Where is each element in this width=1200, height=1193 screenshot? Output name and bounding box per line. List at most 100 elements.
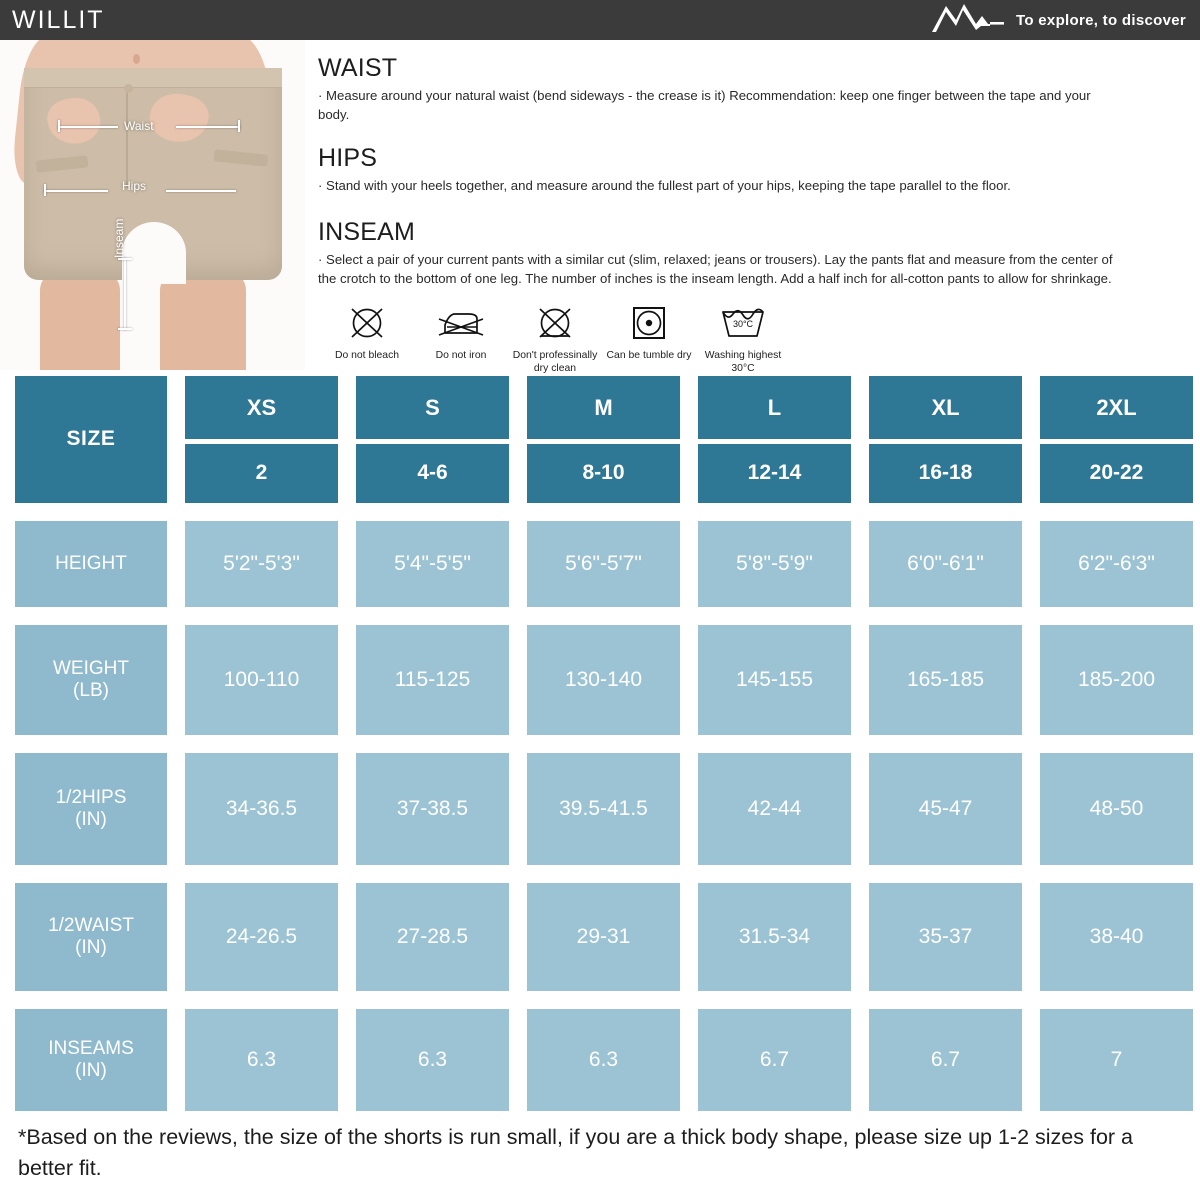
shorts-button xyxy=(124,84,133,93)
table-header-row: SIZE XS 2 S 4-6 M 8-10 L 12-14 XL 16-18 xyxy=(15,376,1193,503)
cell-inseams-xs: 6.3 xyxy=(185,1009,338,1111)
table-row-inseams: INSEAMS (IN) 6.3 6.3 6.3 6.7 6.7 7 xyxy=(15,1009,1193,1111)
do-not-dry-clean-icon xyxy=(532,300,578,346)
row-label-half-hips-line2: (IN) xyxy=(75,809,107,830)
table-header-col-s: S 4-6 xyxy=(356,376,509,503)
size-number-xl: 16-18 xyxy=(869,444,1022,503)
row-label-half-waist-line2: (IN) xyxy=(75,937,107,958)
guide-heading-inseam: INSEAM xyxy=(318,218,416,247)
table-header-col-xs: XS 2 xyxy=(185,376,338,503)
care-symbol-wash-30c: 30°C Washing highest 30°C xyxy=(696,300,790,375)
cell-height-l: 5'8"-5'9" xyxy=(698,521,851,607)
size-number-2xl: 20-22 xyxy=(1040,444,1193,503)
cell-inseams-2xl: 7 xyxy=(1040,1009,1193,1111)
cell-height-xs: 5'2"-5'3" xyxy=(185,521,338,607)
cell-half-waist-xl: 35-37 xyxy=(869,883,1022,991)
size-letter-l: L xyxy=(698,376,851,439)
size-letter-xl: XL xyxy=(869,376,1022,439)
inseam-label: Inseam xyxy=(112,218,126,258)
size-number-m: 8-10 xyxy=(527,444,680,503)
cell-half-hips-s: 37-38.5 xyxy=(356,753,509,865)
table-header-col-2xl: 2XL 20-22 xyxy=(1040,376,1193,503)
cell-inseams-s: 6.3 xyxy=(356,1009,509,1111)
size-number-s: 4-6 xyxy=(356,444,509,503)
cell-height-m: 5'6"-5'7" xyxy=(527,521,680,607)
do-not-bleach-icon xyxy=(344,300,390,346)
cell-half-waist-2xl: 38-40 xyxy=(1040,883,1193,991)
cell-half-hips-xl: 45-47 xyxy=(869,753,1022,865)
row-label-half-waist: 1/2WAIST (IN) xyxy=(15,883,167,991)
care-caption-do-not-iron: Do not iron xyxy=(435,350,487,361)
cell-half-waist-s: 27-28.5 xyxy=(356,883,509,991)
photo-canvas: Waist Hips Inseam xyxy=(0,40,305,370)
row-label-inseams: INSEAMS (IN) xyxy=(15,1009,167,1111)
size-letter-s: S xyxy=(356,376,509,439)
size-number-xs: 2 xyxy=(185,444,338,503)
row-label-half-waist-line1: 1/2WAIST xyxy=(48,914,134,936)
guide-heading-waist: WAIST xyxy=(318,54,398,82)
waist-measure-line-left xyxy=(58,126,118,128)
table-row-half-hips: 1/2HIPS (IN) 34-36.5 37-38.5 39.5-41.5 4… xyxy=(15,753,1193,865)
table-row-half-waist: 1/2WAIST (IN) 24-26.5 27-28.5 29-31 31.5… xyxy=(15,883,1193,991)
size-letter-xs: XS xyxy=(185,376,338,439)
hips-measure-line-left xyxy=(44,190,108,192)
cell-half-hips-l: 42-44 xyxy=(698,753,851,865)
shorts-crotch-gap xyxy=(122,222,186,284)
table-header-col-l: L 12-14 xyxy=(698,376,851,503)
cell-height-s: 5'4"-5'5" xyxy=(356,521,509,607)
waist-label: Waist xyxy=(124,119,154,133)
care-symbol-do-not-iron: Do not iron xyxy=(414,300,508,375)
hips-tick-left xyxy=(44,184,46,196)
measurement-guide: WAIST · Measure around your natural wais… xyxy=(318,54,1118,289)
table-row-height: HEIGHT 5'2"-5'3" 5'4"-5'5" 5'6"-5'7" 5'8… xyxy=(15,521,1193,607)
care-symbol-do-not-dry-clean: Don't professinally dry clean xyxy=(508,300,602,375)
waist-measure-line-right xyxy=(176,126,240,128)
top-bar: WILLIT To explore, to discover xyxy=(0,0,1200,40)
inseam-tick-top xyxy=(118,258,132,260)
cell-half-hips-xs: 34-36.5 xyxy=(185,753,338,865)
wash-30c-icon: 30°C xyxy=(717,300,769,346)
row-label-weight-line1: WEIGHT xyxy=(53,657,129,679)
size-number-l: 12-14 xyxy=(698,444,851,503)
hips-measure-line-right xyxy=(166,190,236,192)
waist-tick-left xyxy=(58,120,60,132)
cell-inseams-l: 6.7 xyxy=(698,1009,851,1111)
cell-weight-2xl: 185-200 xyxy=(1040,625,1193,735)
cell-half-waist-m: 29-31 xyxy=(527,883,680,991)
row-label-weight-line2: (LB) xyxy=(73,680,109,701)
wash-temp-text: 30°C xyxy=(733,319,754,329)
size-letter-m: M xyxy=(527,376,680,439)
cell-height-xl: 6'0"-6'1" xyxy=(869,521,1022,607)
row-label-inseams-line2: (IN) xyxy=(75,1060,107,1081)
shorts-waistband xyxy=(24,68,282,88)
tagline-text: To explore, to discover xyxy=(1016,11,1186,29)
hips-label: Hips xyxy=(122,179,147,193)
size-chart-table: SIZE XS 2 S 4-6 M 8-10 L 12-14 XL 16-18 xyxy=(15,376,1193,1129)
tagline-group: To explore, to discover xyxy=(930,2,1186,39)
care-caption-tumble-dry: Can be tumble dry xyxy=(606,350,692,361)
care-caption-do-not-bleach: Do not bleach xyxy=(334,350,400,361)
product-photo: Waist Hips Inseam xyxy=(0,40,305,1193)
cell-weight-xs: 100-110 xyxy=(185,625,338,735)
mountain-peak-icon xyxy=(930,2,1006,39)
care-caption-wash-30c: Washing highest 30°C xyxy=(704,350,782,374)
table-row-weight: WEIGHT (LB) 100-110 115-125 130-140 145-… xyxy=(15,625,1193,735)
tumble-dry-icon xyxy=(627,300,671,346)
shorts-fly-seam xyxy=(126,88,128,188)
row-label-half-hips: 1/2HIPS (IN) xyxy=(15,753,167,865)
model-navel xyxy=(133,54,140,64)
cell-weight-l: 145-155 xyxy=(698,625,851,735)
cell-half-waist-xs: 24-26.5 xyxy=(185,883,338,991)
guide-heading-hips: HIPS xyxy=(318,144,378,173)
care-caption-do-not-dry-clean: Don't professinally dry clean xyxy=(512,350,598,374)
guide-body-inseam: · Select a pair of your current pants wi… xyxy=(318,252,1113,286)
cell-inseams-xl: 6.7 xyxy=(869,1009,1022,1111)
care-symbol-do-not-bleach: Do not bleach xyxy=(320,300,414,375)
waist-tick-right xyxy=(238,120,240,132)
cell-height-2xl: 6'2"-6'3" xyxy=(1040,521,1193,607)
do-not-iron-icon xyxy=(433,300,489,346)
brand-logo-text: WILLIT xyxy=(12,5,105,34)
inseam-tick-bottom xyxy=(118,328,132,330)
cell-half-waist-l: 31.5-34 xyxy=(698,883,851,991)
